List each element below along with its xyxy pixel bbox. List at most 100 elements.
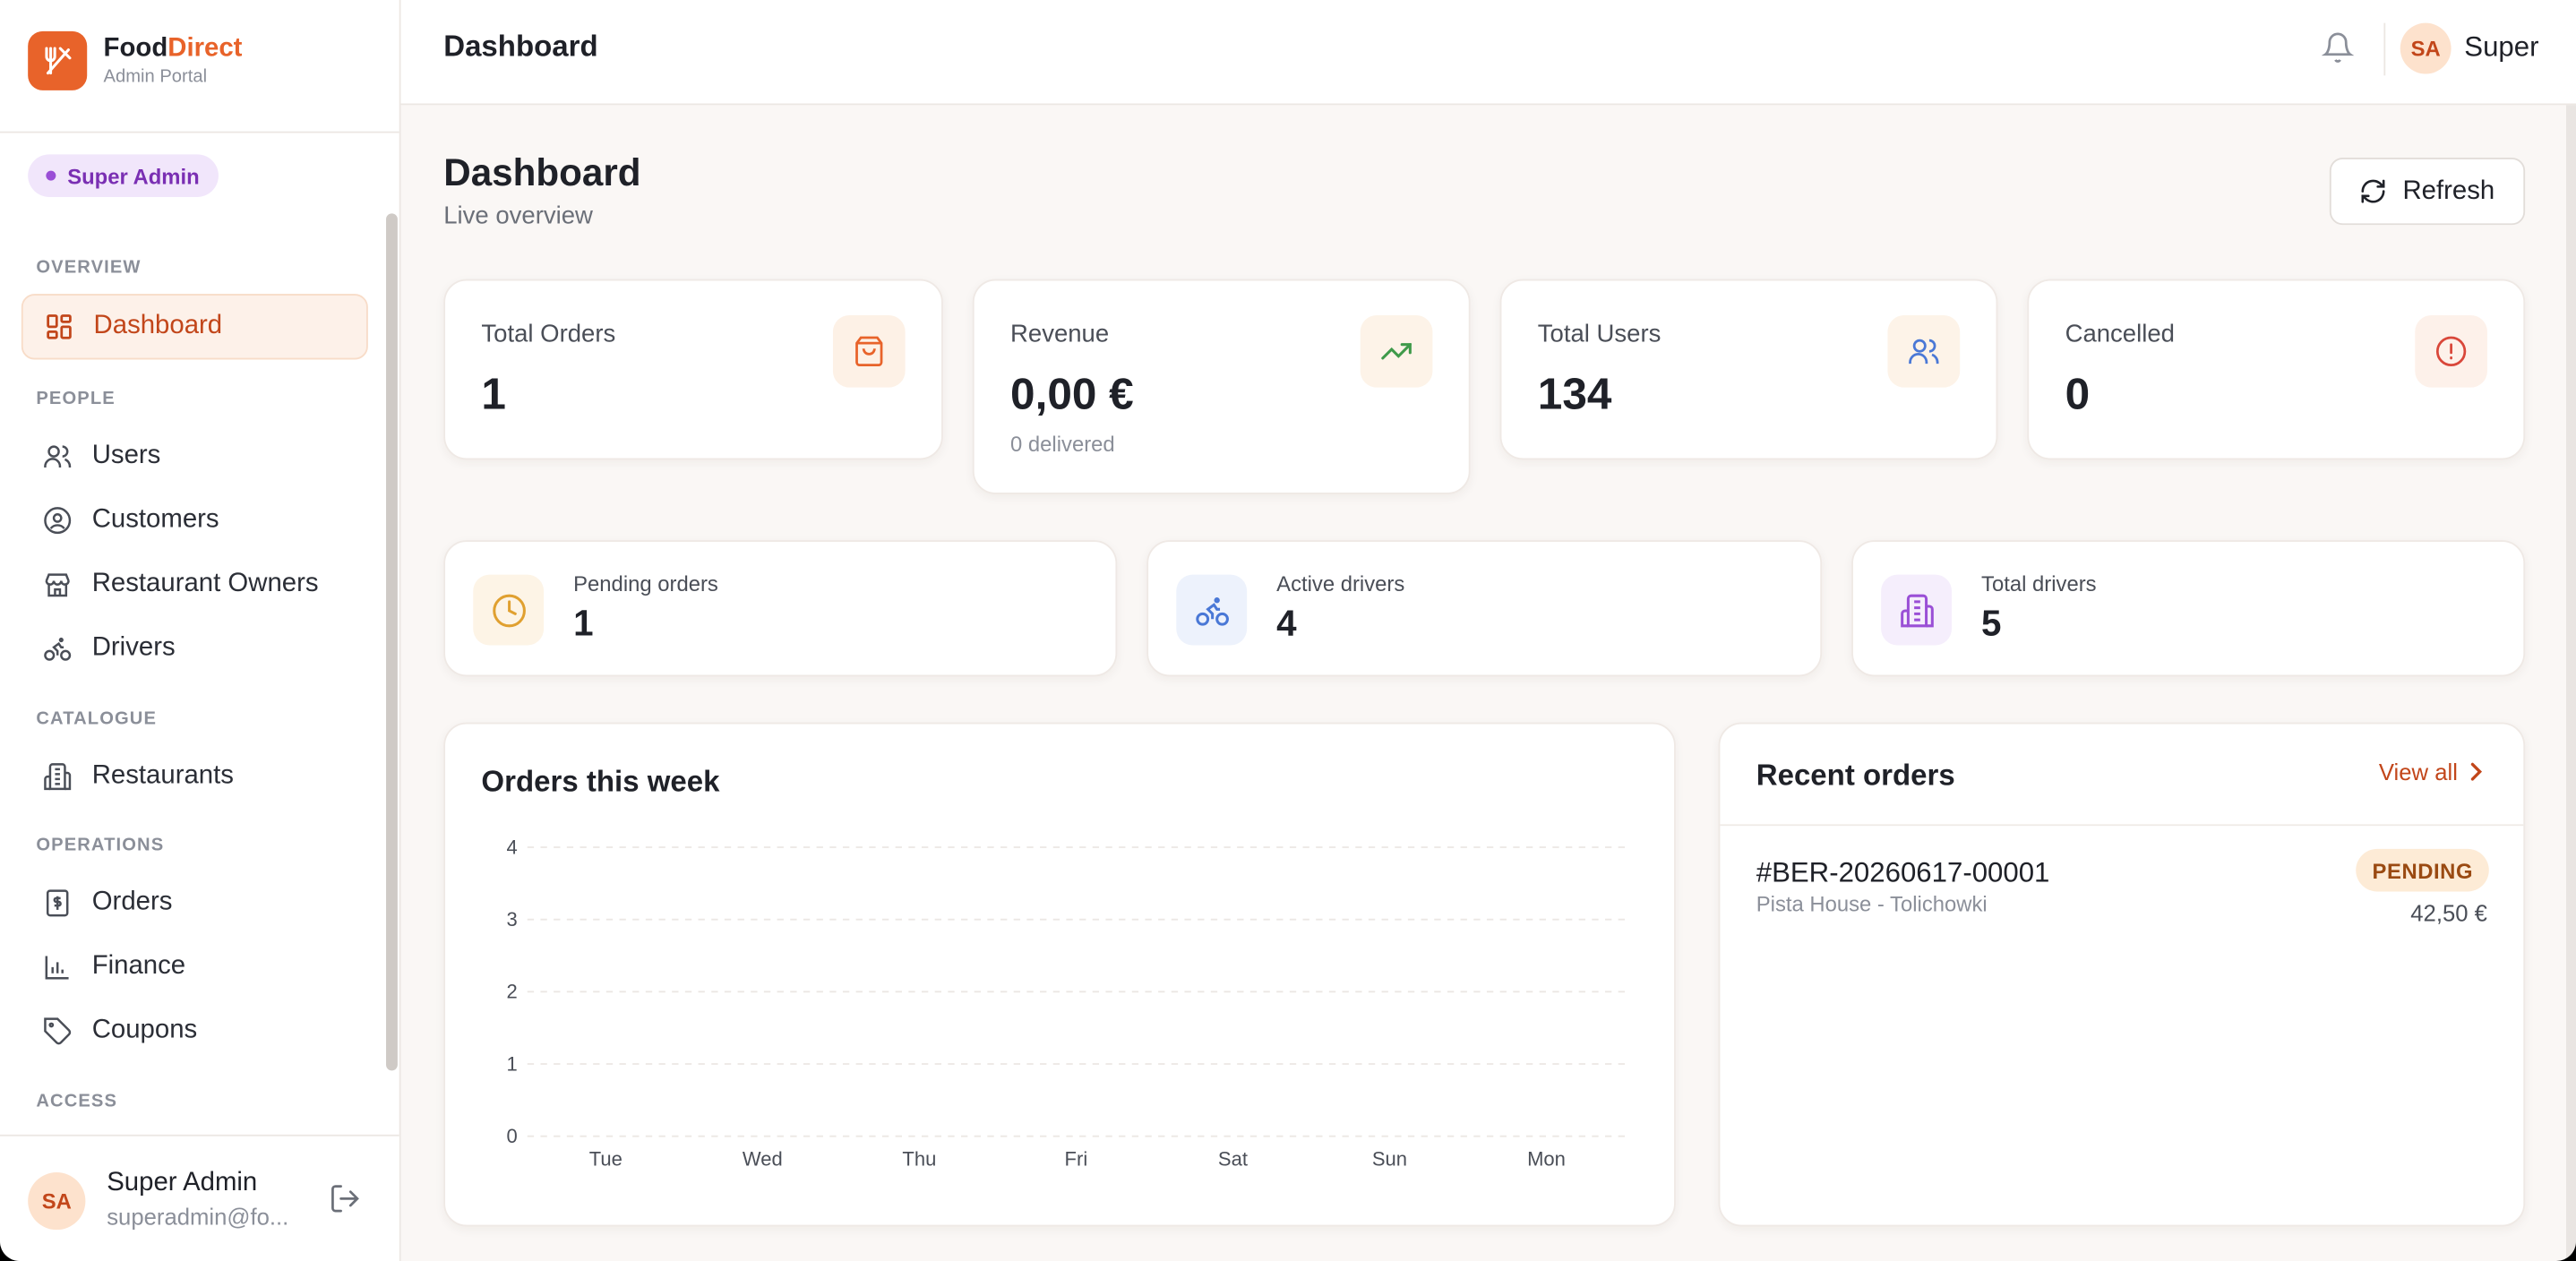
divider [2383,22,2386,76]
chart-title: Orders this week [481,765,720,798]
orders-chart-card: Orders this week 0 1 2 3 4 Tue Wed Thu Fri Sat Sun… [443,722,1676,1227]
view-all-link[interactable]: View all [2379,759,2484,785]
customer-icon [44,507,72,535]
recent-orders-title: Recent orders [1756,758,1955,792]
dashboard-icon [47,314,72,339]
x-tick-label: Wed [743,1148,783,1171]
bell-icon[interactable] [2321,31,2355,64]
order-restaurant: Pista House - Tolichowki [1756,891,1988,916]
y-tick-label: 4 [507,836,518,858]
stat-card-active-drivers: Active drivers 4 [1146,540,1823,677]
divider [1720,824,2524,827]
section-label-access: ACCESS [36,1092,118,1112]
stat-label: Active drivers [1276,570,1405,596]
sidebar-item-restaurants[interactable]: Restaurants [21,743,368,809]
user-email: superadmin@fo... [107,1203,289,1231]
order-id: #BER-20260617-00001 [1756,856,2050,888]
brand-name: FoodDirect [103,34,243,63]
page-title: Dashboard [443,150,641,194]
sidebar: FoodDirect Admin Portal Super Admin OVER… [0,0,401,1261]
fork-knife-icon [28,30,88,90]
sidebar-item-orders[interactable]: Orders [21,871,368,936]
sidebar-item-label: Coupons [91,1016,198,1044]
stat-label: Cancelled [2065,320,2175,348]
logout-icon[interactable] [329,1182,362,1215]
users-icon [1887,314,1961,388]
stat-value: 0,00 € [1010,369,1134,419]
sidebar-item-dashboard[interactable]: Dashboard [21,294,368,360]
user-menu[interactable]: Super [2464,30,2539,63]
stat-card-pending-orders: Pending orders 1 [443,540,1118,677]
store-icon [45,573,70,597]
brand-subtitle: Admin Portal [103,67,208,88]
avatar[interactable]: SA [2400,22,2451,74]
y-tick-label: 3 [507,908,518,931]
bike-icon [44,637,72,661]
status-badge: PENDING [2356,848,2490,892]
topbar-title: Dashboard [443,29,598,63]
stat-value: 0 [2065,369,2091,419]
chevron-right-icon [2470,762,2483,781]
stat-value: 4 [1276,602,1297,644]
receipt-icon [46,889,69,917]
building-icon [1881,574,1953,646]
sidebar-scrollbar[interactable] [386,213,398,1071]
role-badge: Super Admin [28,154,219,197]
sidebar-item-coupons[interactable]: Coupons [21,999,368,1064]
x-tick-label: Fri [1065,1148,1088,1171]
shopping-bag-icon [832,314,906,388]
sidebar-item-label: Customers [91,505,219,534]
alert-circle-icon [2415,314,2487,388]
recent-orders-card: Recent orders View all #BER-20260617-000… [1718,722,2526,1227]
refresh-icon [2362,179,2386,203]
user-name: Super Admin [107,1169,258,1197]
building-icon [44,763,72,791]
sidebar-item-label: Restaurant Owners [91,570,319,598]
main-scrollbar[interactable] [2565,105,2576,1261]
sidebar-item-users[interactable]: Users [21,424,368,489]
x-tick-label: Sun [1372,1148,1407,1171]
stat-value: 134 [1537,369,1612,419]
x-tick-label: Tue [589,1148,623,1171]
x-tick-label: Thu [902,1148,936,1171]
trending-up-icon [1360,314,1433,388]
divider [0,131,399,133]
sidebar-item-label: Orders [91,888,173,916]
sidebar-item-finance[interactable]: Finance [21,934,368,999]
x-tick-label: Mon [1527,1148,1566,1171]
section-label-catalogue: CATALOGUE [36,708,158,729]
brand[interactable]: FoodDirect Admin Portal [28,30,243,90]
stat-card-total-drivers: Total drivers 5 [1851,540,2526,677]
section-label-overview: OVERVIEW [36,257,142,278]
section-label-people: PEOPLE [36,389,116,409]
stat-card-total-orders: Total Orders 1 [443,279,943,460]
sidebar-item-customers[interactable]: Customers [21,487,368,553]
sidebar-item-label: Users [91,442,161,470]
stat-label: Total Users [1537,320,1662,348]
stat-label: Revenue [1010,320,1110,348]
stat-card-revenue: Revenue 0,00 € 0 delivered [972,279,1471,494]
avatar[interactable]: SA [28,1171,86,1231]
stat-label: Total drivers [1981,570,2097,596]
stat-label: Pending orders [573,570,718,596]
sidebar-item-drivers[interactable]: Drivers [21,615,368,681]
topbar: Dashboard SA Super [400,0,2576,106]
sidebar-item-label: Finance [91,952,186,981]
page-subtitle: Live overview [443,202,593,230]
stat-value: 1 [573,602,594,644]
sidebar-item-restaurant-owners[interactable]: Restaurant Owners [21,552,368,617]
sidebar-item-label: Restaurants [91,761,234,790]
stat-label: Total Orders [481,320,616,348]
sidebar-item-label: Dashboard [93,312,223,340]
y-tick-label: 1 [507,1052,518,1075]
refresh-label: Refresh [2402,176,2495,205]
tag-icon [44,1017,72,1045]
x-tick-label: Sat [1218,1148,1248,1171]
refresh-button[interactable]: Refresh [2329,157,2526,226]
stat-card-cancelled: Cancelled 0 [2027,279,2526,460]
status-dot [46,170,56,181]
order-total: 42,50 € [2410,899,2487,926]
clock-icon [473,574,545,646]
